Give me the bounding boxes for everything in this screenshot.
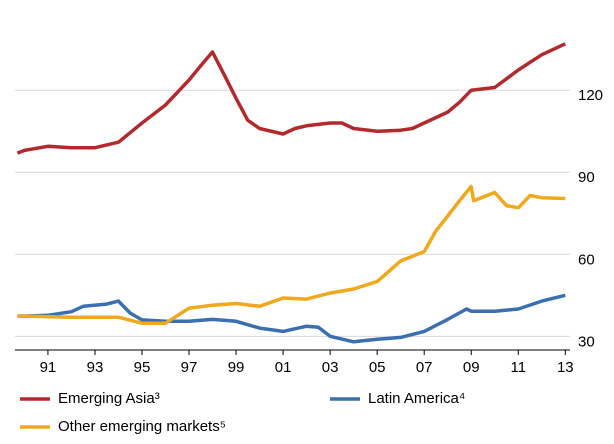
- x-tick-label: 09: [463, 359, 480, 376]
- x-tick-label: 03: [322, 359, 339, 376]
- y-tick-label: 60: [578, 251, 595, 268]
- x-tick-label: 11: [510, 359, 526, 376]
- y-tick-label: 120: [578, 87, 603, 104]
- x-tick-label: 05: [369, 359, 386, 376]
- x-tick-label: 93: [87, 359, 104, 376]
- x-tick-label: 13: [557, 359, 574, 376]
- y-tick-label: 30: [578, 333, 595, 350]
- x-tick-label: 01: [275, 359, 292, 376]
- series-line: [17, 293, 566, 344]
- x-tick-label: 91: [40, 359, 57, 376]
- x-tick-label: 99: [228, 359, 245, 376]
- x-tick-label: 07: [416, 359, 433, 376]
- series-line: [17, 184, 566, 325]
- legend-label: Other emerging markets⁵: [58, 418, 226, 435]
- legend-label: Emerging Asia³: [58, 390, 160, 407]
- x-tick-label: 97: [181, 359, 198, 376]
- series-line: [16, 42, 567, 155]
- x-tick-label: 95: [134, 359, 151, 376]
- legend-label: Latin America⁴: [368, 390, 465, 407]
- y-tick-label: 90: [578, 169, 595, 186]
